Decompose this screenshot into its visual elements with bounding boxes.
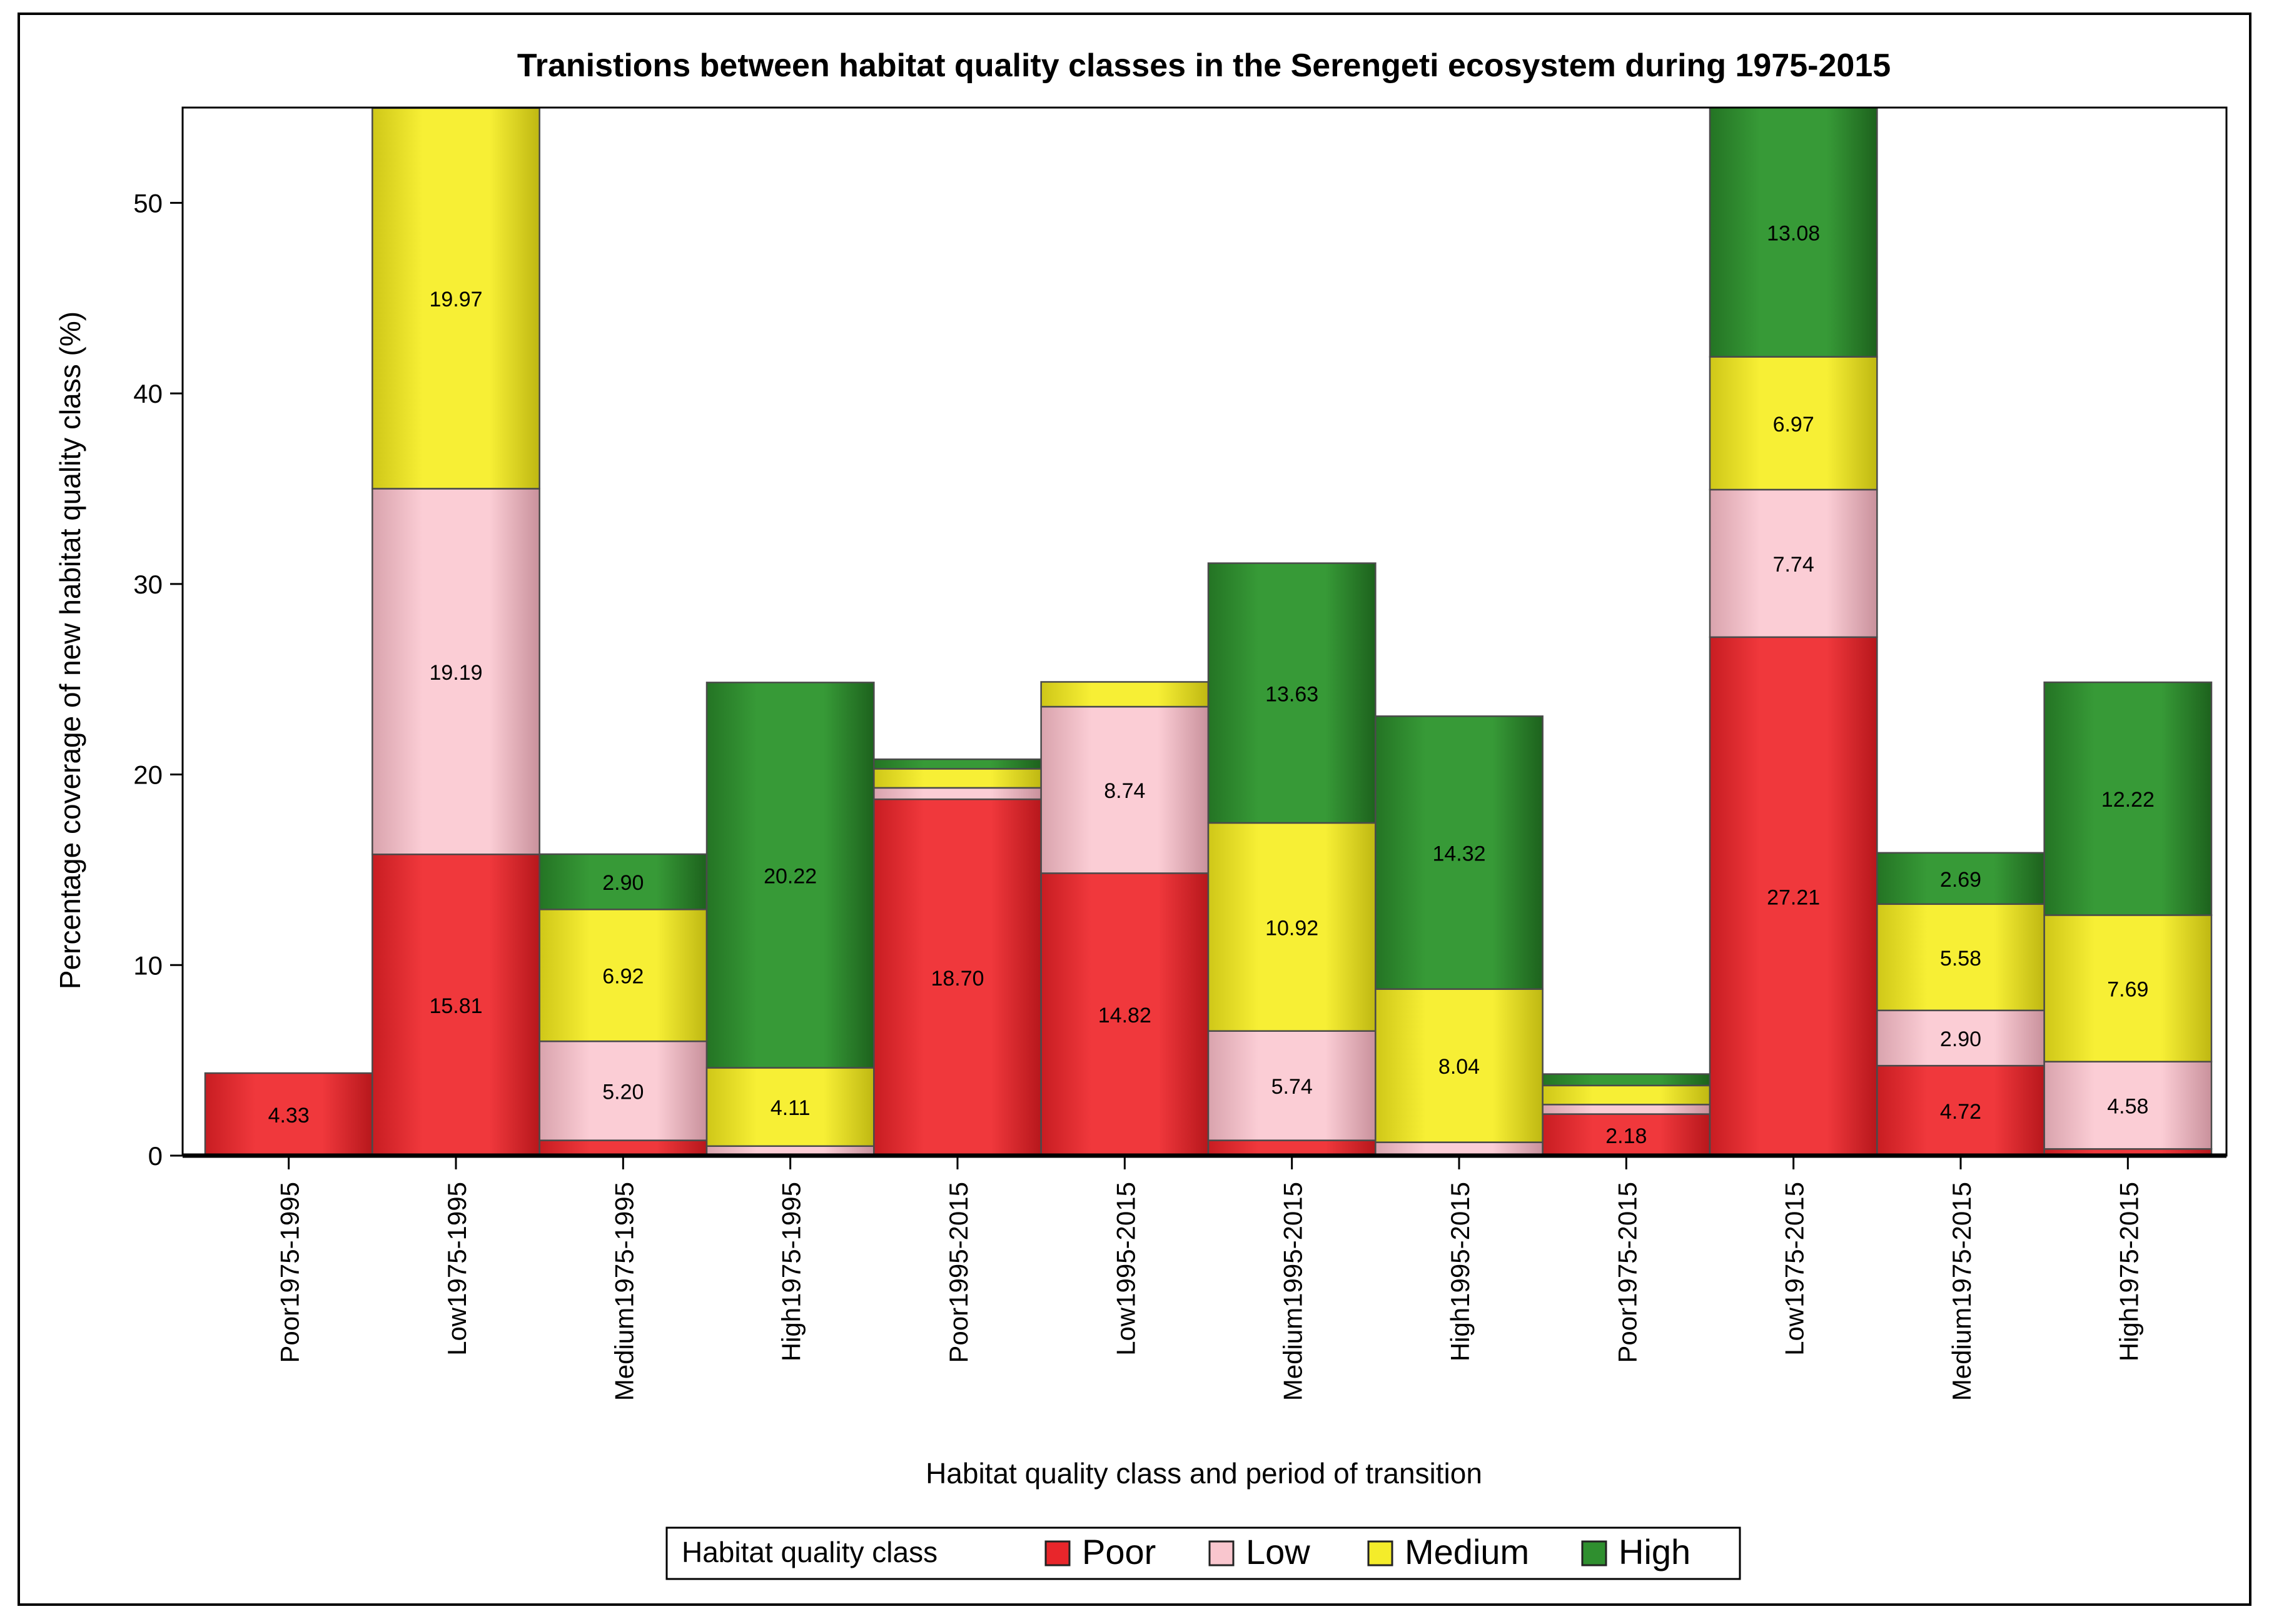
data-label: 2.90 xyxy=(602,871,644,895)
bar-segment-high-9 xyxy=(1542,1073,1711,1087)
bar-segment-medium-5 xyxy=(873,768,1042,789)
axes-layer: Poor1975-1995 Low1975-1995 Medium1975-1995… xyxy=(133,106,2228,1401)
bar-segment-poor-1 xyxy=(204,1072,373,1157)
bar-segment-medium-8 xyxy=(1375,988,1544,1143)
data-label: 5.58 xyxy=(1940,947,1981,971)
bar-segment-low-2 xyxy=(371,488,540,855)
bar-segment-medium-11 xyxy=(1876,903,2045,1012)
data-label: 13.08 xyxy=(1767,221,1820,245)
y-tick-label: 0 xyxy=(148,1141,163,1171)
y-axis-label: Percentage coverage of new habitat quali… xyxy=(54,311,86,989)
bar-segment-medium-9 xyxy=(1542,1084,1711,1106)
bar-segment-medium-3 xyxy=(538,909,708,1042)
bar-segment-poor-3 xyxy=(538,1139,708,1157)
bar-segment-low-9 xyxy=(1542,1104,1711,1115)
y-tick-label: 30 xyxy=(133,570,163,599)
bar-segment-low-3 xyxy=(538,1040,708,1141)
data-label: 19.97 xyxy=(429,288,482,311)
x-tick-label: Poor1975-1995 xyxy=(275,1182,305,1363)
data-label: 6.97 xyxy=(1773,413,1814,436)
legend-label-low: Low xyxy=(1246,1532,1310,1571)
y-tick-label: 10 xyxy=(133,951,163,980)
data-label: 6.92 xyxy=(602,965,644,989)
bar-segment-medium-12 xyxy=(2043,914,2213,1063)
data-label: 14.82 xyxy=(1098,1004,1151,1027)
x-tick-label: Low1975-1995 xyxy=(442,1182,472,1356)
bars-layer: 4.33 15.81 19.19 19.97 5.20 6.92 2.90 4.11 20.22… xyxy=(204,106,2213,1157)
legend-swatch-medium xyxy=(1367,1540,1393,1566)
legend-swatch-poor xyxy=(1044,1540,1071,1566)
data-label: 2.69 xyxy=(1940,868,1981,892)
bar-segment-high-11 xyxy=(1876,852,2045,905)
legend-label-high: High xyxy=(1619,1532,1690,1571)
y-tick-label: 50 xyxy=(133,188,163,218)
bar-segment-medium-2 xyxy=(371,107,540,490)
chart-title: Tranistions between habitat quality clas… xyxy=(517,48,1891,84)
bar-segment-high-12 xyxy=(2043,681,2213,916)
bar-segment-poor-10 xyxy=(1709,636,1878,1157)
data-label: 4.33 xyxy=(268,1104,310,1127)
bar-segment-medium-4 xyxy=(705,1067,875,1147)
bar-segment-high-10 xyxy=(1709,106,1878,358)
data-label: 7.74 xyxy=(1773,553,1814,577)
bar-segment-low-10 xyxy=(1709,488,1878,638)
x-tick-label: Poor1995-2015 xyxy=(944,1182,973,1363)
x-tick-label: Low1995-2015 xyxy=(1111,1182,1140,1356)
bar-segment-high-8 xyxy=(1375,715,1544,990)
data-label: 2.18 xyxy=(1605,1124,1647,1148)
data-label: 8.04 xyxy=(1438,1055,1480,1079)
data-label: 18.70 xyxy=(931,967,984,991)
x-axis-label: Habitat quality class and period of tran… xyxy=(926,1457,1482,1490)
data-label: 15.81 xyxy=(429,994,482,1018)
data-label: 10.92 xyxy=(1265,916,1318,940)
data-label: 7.69 xyxy=(2107,978,2148,1002)
data-label: 13.63 xyxy=(1265,682,1318,706)
x-tick-label: Medium1975-1995 xyxy=(609,1182,639,1401)
x-tick-label: High1995-2015 xyxy=(1445,1182,1475,1361)
legend-label-medium: Medium xyxy=(1405,1532,1529,1571)
bar-segment-medium-7 xyxy=(1207,822,1377,1032)
legend-title: Habitat quality class xyxy=(682,1536,937,1568)
bar-segment-low-5 xyxy=(873,787,1042,800)
data-label: 14.32 xyxy=(1432,842,1485,865)
x-tick-label: Low1975-2015 xyxy=(1780,1182,1809,1356)
bar-segment-poor-6 xyxy=(1040,872,1210,1157)
data-label: 19.19 xyxy=(429,661,482,685)
legend: Habitat quality class Poor Low Medium High xyxy=(665,1526,1741,1580)
bar-segment-low-12 xyxy=(2043,1061,2213,1150)
data-label: 4.11 xyxy=(771,1096,811,1120)
x-tick-label: High1975-1995 xyxy=(777,1182,806,1361)
x-tick-label: Medium1975-2015 xyxy=(1947,1182,1976,1401)
x-tick-label: High1975-2015 xyxy=(2114,1182,2143,1361)
x-tick-label: Medium1995-2015 xyxy=(1278,1182,1308,1401)
data-label: 4.58 xyxy=(2107,1095,2148,1119)
legend-items: Poor Low Medium High xyxy=(1044,1532,1690,1571)
bar-segment-poor-7 xyxy=(1207,1139,1377,1157)
bar-segment-high-7 xyxy=(1207,562,1377,824)
data-label: 5.20 xyxy=(602,1080,644,1104)
bar-segment-low-6 xyxy=(1040,705,1210,874)
legend-swatch-low xyxy=(1208,1540,1235,1566)
y-tick-label: 20 xyxy=(133,760,163,790)
data-label: 2.90 xyxy=(1940,1027,1981,1051)
data-label: 8.74 xyxy=(1104,779,1145,803)
bar-segment-high-5 xyxy=(873,758,1042,770)
data-label: 20.22 xyxy=(764,864,817,888)
data-label: 27.21 xyxy=(1767,885,1820,909)
legend-label-poor: Poor xyxy=(1082,1532,1156,1571)
bar-segment-medium-10 xyxy=(1709,356,1878,491)
legend-box xyxy=(665,1526,1741,1580)
data-label: 12.22 xyxy=(2101,788,2155,812)
data-label: 4.72 xyxy=(1940,1100,1981,1124)
y-tick-label: 40 xyxy=(133,379,163,408)
bar-segment-high-4 xyxy=(705,682,875,1069)
bar-segment-high-3 xyxy=(538,853,708,910)
legend-swatch-high xyxy=(1581,1540,1607,1566)
data-label: 5.74 xyxy=(1271,1075,1313,1099)
bar-segment-medium-6 xyxy=(1040,681,1210,708)
bar-segment-low-7 xyxy=(1207,1030,1377,1141)
x-tick-label: Poor1975-2015 xyxy=(1612,1182,1642,1363)
